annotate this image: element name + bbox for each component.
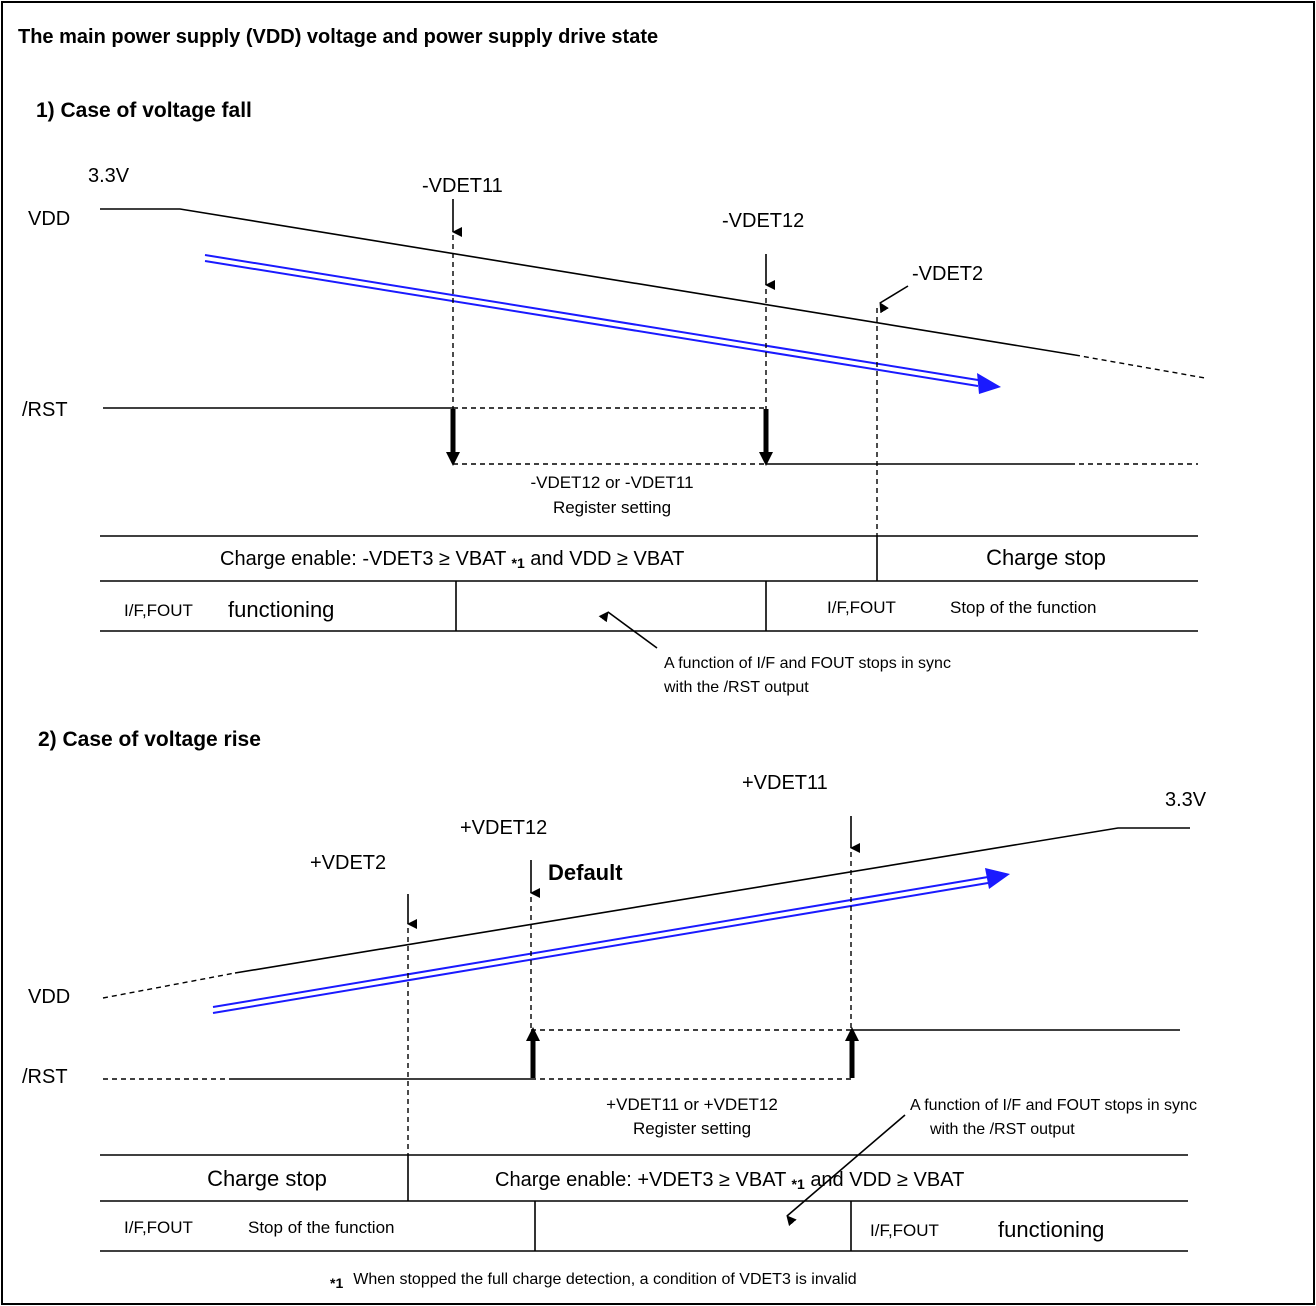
- fall-3v3-label: 3.3V: [88, 165, 130, 187]
- fall-trend-line-a: [204, 254, 979, 381]
- fall-if-fout-left: I/F,FOUT: [124, 601, 193, 620]
- fall-trend-line-b: [204, 260, 979, 387]
- fall-heading: 1) Case of voltage fall: [36, 99, 252, 122]
- diagram-title: The main power supply (VDD) voltage and …: [18, 26, 658, 48]
- rise-vdd-dash: [102, 972, 236, 999]
- rise-charge-stop: Charge stop: [207, 1166, 327, 1191]
- rise-note-line2: with the /RST output: [929, 1121, 1075, 1138]
- fall-register-line2: Register setting: [553, 498, 671, 517]
- rise-functioning: functioning: [998, 1217, 1104, 1242]
- fall-if-fout-right: I/F,FOUT: [827, 598, 896, 617]
- rise-rst-rise-head-2: [845, 1027, 859, 1041]
- rise-trend-arrowhead: [985, 868, 1010, 889]
- fall-functioning: functioning: [228, 597, 334, 622]
- fall-register-line1: -VDET12 or -VDET11: [530, 473, 693, 492]
- rise-stop-function: Stop of the function: [248, 1218, 395, 1237]
- fall-charge-enable: Charge enable: -VDET3 ≥ VBAT *1 and VDD …: [220, 548, 684, 573]
- rise-note-line1: A function of I/F and FOUT stops in sync: [910, 1097, 1197, 1114]
- fall-vdet2-arrow: [879, 285, 909, 314]
- rise-register-line1: +VDET11 or +VDET12: [606, 1095, 778, 1114]
- rise-if-fout-left: I/F,FOUT: [124, 1218, 193, 1237]
- fall-stop-function: Stop of the function: [950, 598, 1097, 617]
- fall-vdet11-label: -VDET11: [422, 175, 503, 197]
- rise-vdet11-label: +VDET11: [742, 772, 828, 794]
- fall-note-line2: with the /RST output: [663, 679, 809, 696]
- rise-3v3-label: 3.3V: [1165, 789, 1207, 811]
- rise-vdd-label: VDD: [28, 986, 70, 1008]
- rise-vdet12-label: +VDET12: [460, 817, 547, 839]
- fall-vdet12-label: -VDET12: [722, 210, 804, 232]
- fall-trend-arrowhead: [977, 373, 1001, 394]
- fall-vdd-label: VDD: [28, 208, 70, 230]
- fall-rst-drop-head-1: [446, 452, 460, 466]
- rise-rst-label: /RST: [22, 1066, 68, 1088]
- fall-vdet2-label: -VDET2: [912, 263, 983, 285]
- rise-if-fout-right: I/F,FOUT: [870, 1221, 939, 1240]
- rise-vdd-line: [234, 827, 1190, 974]
- rise-note-arrow: [786, 1114, 906, 1227]
- fall-rst-label: /RST: [22, 399, 68, 421]
- fall-note-line1: A function of I/F and FOUT stops in sync: [664, 655, 951, 672]
- footnote: *1 When stopped the full charge detection…: [330, 1271, 857, 1291]
- rise-trend-line-b: [212, 882, 989, 1014]
- fall-rst-drop-head-2: [759, 452, 773, 466]
- rise-register-line2: Register setting: [633, 1119, 751, 1138]
- section-voltage-rise: 2) Case of voltage rise 3.3V VDD /RST +V…: [22, 728, 1207, 1252]
- rise-default-label: Default: [548, 860, 623, 885]
- fall-vdd-dash: [1074, 354, 1206, 379]
- rise-charge-enable: Charge enable: +VDET3 ≥ VBAT *1 and VDD …: [495, 1169, 964, 1194]
- section-voltage-fall: 1) Case of voltage fall 3.3V VDD /RST -V…: [22, 99, 1206, 696]
- fall-vdd-line: [100, 208, 1076, 356]
- fall-charge-stop: Charge stop: [986, 545, 1106, 570]
- rise-rst-rise-head-1: [526, 1027, 540, 1041]
- rise-trend-line-a: [212, 876, 989, 1008]
- fall-note-arrow: [598, 611, 658, 649]
- rise-vdet2-label: +VDET2: [310, 852, 386, 874]
- rise-heading: 2) Case of voltage rise: [38, 728, 261, 751]
